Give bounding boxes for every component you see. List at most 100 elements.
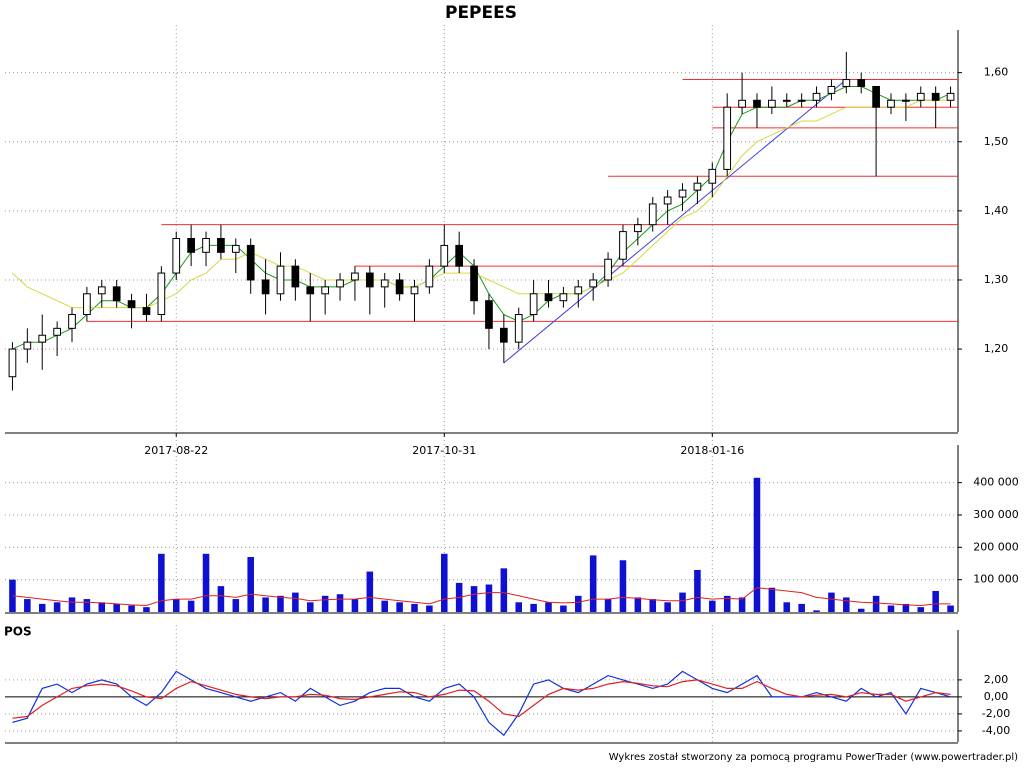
- candle-body: [574, 286, 583, 295]
- candle-body: [946, 92, 955, 101]
- candle-body: [261, 279, 270, 295]
- y-tick-label: 1,30: [984, 273, 1009, 286]
- bar: [396, 602, 403, 612]
- candle-body: [8, 348, 17, 378]
- candle-body: [276, 265, 285, 295]
- candle-body: [485, 300, 493, 329]
- candle-body: [589, 279, 598, 288]
- candle-body: [365, 272, 374, 288]
- bar: [589, 555, 597, 612]
- bar: [738, 597, 746, 612]
- bar: [753, 477, 761, 612]
- bar: [530, 603, 537, 612]
- candle-body: [306, 286, 315, 295]
- panel-title: POS: [4, 625, 32, 639]
- bar: [321, 595, 329, 612]
- bar: [813, 610, 820, 612]
- bar: [426, 605, 433, 612]
- bar: [351, 599, 359, 612]
- bar: [262, 597, 269, 612]
- bar: [202, 553, 210, 612]
- candle-body: [723, 106, 732, 170]
- candle-body: [410, 286, 419, 295]
- candle-body: [351, 272, 359, 281]
- y-tick-label: 2,00: [984, 673, 1009, 686]
- bar: [500, 568, 508, 612]
- candle-body: [872, 85, 880, 108]
- bar: [336, 594, 344, 612]
- candle-body: [395, 279, 404, 295]
- candle-body: [112, 286, 121, 302]
- bar: [857, 608, 865, 612]
- candle-body: [782, 99, 791, 102]
- candle-body: [753, 99, 761, 108]
- y-tick-label: 300 000: [973, 508, 1019, 521]
- candle-body: [499, 327, 508, 343]
- bar: [128, 605, 135, 612]
- bar: [947, 605, 954, 612]
- bar: [53, 602, 61, 612]
- moving-average: [12, 99, 951, 309]
- y-tick-label: 1,20: [984, 342, 1009, 355]
- oscillator-line: [12, 670, 951, 737]
- bar: [470, 586, 478, 612]
- candle-body: [83, 293, 91, 316]
- bar: [143, 607, 150, 612]
- candle-body: [97, 286, 106, 295]
- bar: [366, 571, 374, 612]
- bar: [411, 603, 418, 612]
- candle-body: [53, 327, 61, 336]
- bar: [24, 599, 31, 612]
- bar: [575, 595, 582, 612]
- candle-body: [708, 168, 717, 184]
- bar: [649, 599, 657, 612]
- candle-body: [217, 238, 225, 253]
- oscillator-line: [12, 679, 951, 719]
- bar: [828, 592, 835, 612]
- bar: [515, 602, 523, 612]
- bar: [247, 557, 254, 612]
- candle-body: [187, 238, 195, 253]
- bar: [560, 605, 567, 612]
- candle-body: [931, 92, 940, 101]
- candle-body: [246, 244, 255, 281]
- candle-body: [738, 99, 746, 108]
- bar: [887, 605, 895, 612]
- candle-body: [231, 244, 240, 253]
- bar: [768, 587, 776, 612]
- bar: [68, 597, 76, 612]
- bar: [872, 595, 880, 612]
- candle-body: [514, 314, 523, 343]
- y-tick-label: 200 000: [973, 540, 1019, 553]
- candle-body: [663, 196, 672, 205]
- x-tick-label: 2018-01-16: [680, 444, 744, 457]
- candle-body: [142, 307, 151, 316]
- bar: [98, 602, 106, 612]
- bar: [723, 595, 731, 612]
- bar: [485, 584, 493, 612]
- candle-body: [470, 265, 478, 302]
- candle-body: [529, 293, 538, 316]
- candle-body: [619, 231, 627, 260]
- candle-body: [291, 265, 300, 288]
- bar: [634, 597, 642, 612]
- y-tick-label: 1,50: [984, 135, 1009, 148]
- candle-body: [202, 238, 210, 253]
- candle-body: [127, 300, 136, 309]
- candle-body: [678, 189, 687, 198]
- chart-title: PEPEES: [445, 3, 517, 23]
- moving-average: [12, 86, 951, 350]
- candle-body: [380, 279, 389, 288]
- bar: [277, 595, 284, 612]
- bar: [83, 599, 91, 612]
- candle-body: [768, 99, 776, 108]
- bar: [381, 600, 388, 612]
- candle-body: [425, 265, 434, 288]
- bar: [187, 600, 195, 612]
- y-tick-label: 1,60: [984, 66, 1009, 79]
- candle-body: [544, 293, 553, 302]
- candle-body: [812, 92, 821, 101]
- candle-body: [440, 244, 449, 267]
